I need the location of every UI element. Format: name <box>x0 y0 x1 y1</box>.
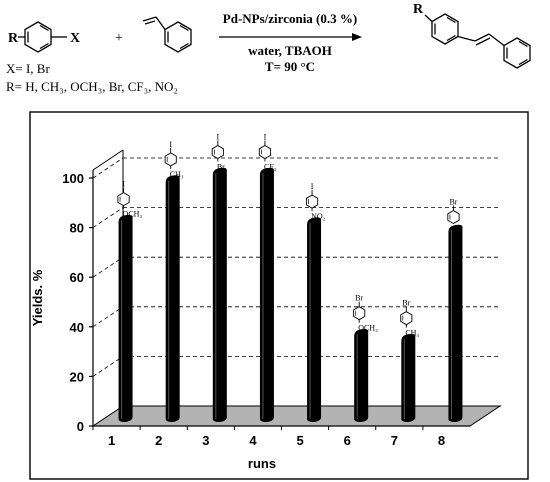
x-tick-label: 8 <box>438 433 445 448</box>
substituent-top-label: I <box>216 133 219 142</box>
x-tick-label: 6 <box>344 433 351 448</box>
substituent-structure: Br <box>447 198 460 225</box>
x-axis-label: runs <box>248 456 276 471</box>
substituent-structure: I NO₂ <box>305 182 326 221</box>
benzene-ring <box>400 311 413 326</box>
solvent-label: water, TBAOH <box>248 43 332 58</box>
bar-body <box>307 217 322 422</box>
substituent-top-label: I <box>169 140 172 149</box>
substituent-structure: I Br <box>211 133 225 172</box>
substituent-bottom-label: OCH₃ <box>123 210 143 219</box>
substituent-structure: I OCH₃ <box>117 180 143 219</box>
yield-chart: I OCH₃ I CH₃ I Br I CF₃ I NO₂ Br OCH₃ Br CH₃ Br 0 20 40 6… <box>29 111 529 480</box>
x-tick-label: 1 <box>108 433 115 448</box>
bar <box>448 224 463 422</box>
r-group-label: R <box>8 31 19 46</box>
bar-body <box>354 328 369 422</box>
x-tick-label: 5 <box>296 433 303 448</box>
bar <box>354 328 369 422</box>
substituent-bottom-label: CH₃ <box>405 329 419 338</box>
benzene-ring <box>447 209 460 225</box>
x-group-label: X <box>70 31 80 46</box>
benzene-ring <box>305 194 319 209</box>
bar-body <box>118 214 133 422</box>
x-tick-label: 7 <box>391 433 398 448</box>
substituent-bottom-label: CH₃ <box>170 170 184 179</box>
styrene-structure <box>142 16 192 53</box>
gridline-side <box>92 157 124 179</box>
plus-sign: + <box>115 31 123 46</box>
y-axis-label: Yields. % <box>30 269 45 326</box>
product-r-label: R <box>413 2 424 17</box>
benzene-ring <box>164 152 177 167</box>
y-tick-label: 60 <box>70 270 84 285</box>
bar-body <box>259 167 274 422</box>
substituent-top-label: Br <box>402 299 410 308</box>
substituent-bottom-label: CF₃ <box>264 163 277 172</box>
bar <box>118 214 133 422</box>
y-tick-label: 80 <box>70 221 84 236</box>
catalyst-label: Pd-NPs/zirconia (0.3 %) <box>223 11 357 26</box>
substituent-structure: Br OCH₃ <box>353 294 378 333</box>
bar-body <box>448 224 463 422</box>
reaction-scheme: R X + Pd-NPs/zirconia (0.3 %) water, TBA… <box>6 2 531 94</box>
substituent-top-label: I <box>264 133 267 142</box>
chart-floor <box>91 405 502 427</box>
bar-body <box>212 167 227 422</box>
substituent-bottom-label: NO₂ <box>311 212 326 221</box>
gridline-side <box>92 207 124 228</box>
benzene-ring <box>117 192 130 207</box>
reaction-arrow-head <box>352 33 362 41</box>
aryl-halide-structure <box>18 21 67 53</box>
benzene-ring <box>211 144 224 160</box>
gridline-side <box>92 256 124 278</box>
bar-body <box>165 175 180 422</box>
substituent-bottom-label: OCH₃ <box>358 324 378 333</box>
bar-body <box>401 333 416 422</box>
bar <box>401 333 416 422</box>
y-tick-label: 20 <box>70 369 84 384</box>
gridline-side <box>92 306 124 328</box>
substituent-top-label: Br <box>355 294 363 303</box>
substituent-top-label: Br <box>449 198 457 207</box>
benzene-ring <box>353 306 366 321</box>
substituent-structure: Br CH₃ <box>400 299 419 338</box>
x-tick-label: 2 <box>155 433 162 448</box>
x-tick-label: 4 <box>249 433 257 448</box>
temperature-label: T= 90 °C <box>265 59 315 74</box>
substituent-top-label: I <box>122 180 125 189</box>
substituent-structure: I CF₃ <box>258 133 277 172</box>
benzene-ring <box>258 144 272 160</box>
x-tick-label: 3 <box>202 433 209 448</box>
bar <box>212 167 227 422</box>
substituent-top-label: I <box>311 182 314 191</box>
gridline-side <box>92 356 124 377</box>
bar <box>307 217 322 422</box>
r-definition: R= H, CH₃, OCH₃, Br, CF₃, NO₂ <box>6 79 178 94</box>
substituent-bottom-label: Br <box>217 163 225 172</box>
y-tick-label: 0 <box>77 419 84 434</box>
substituent-structure: I CH₃ <box>164 140 184 179</box>
y-tick-label: 100 <box>62 171 84 186</box>
x-definition: X= I, Br <box>6 61 50 76</box>
y-tick-label: 40 <box>70 320 84 335</box>
stilbene-structure <box>424 13 531 69</box>
wall-top-edge <box>92 149 124 171</box>
bar <box>259 167 274 422</box>
bar <box>165 175 180 422</box>
